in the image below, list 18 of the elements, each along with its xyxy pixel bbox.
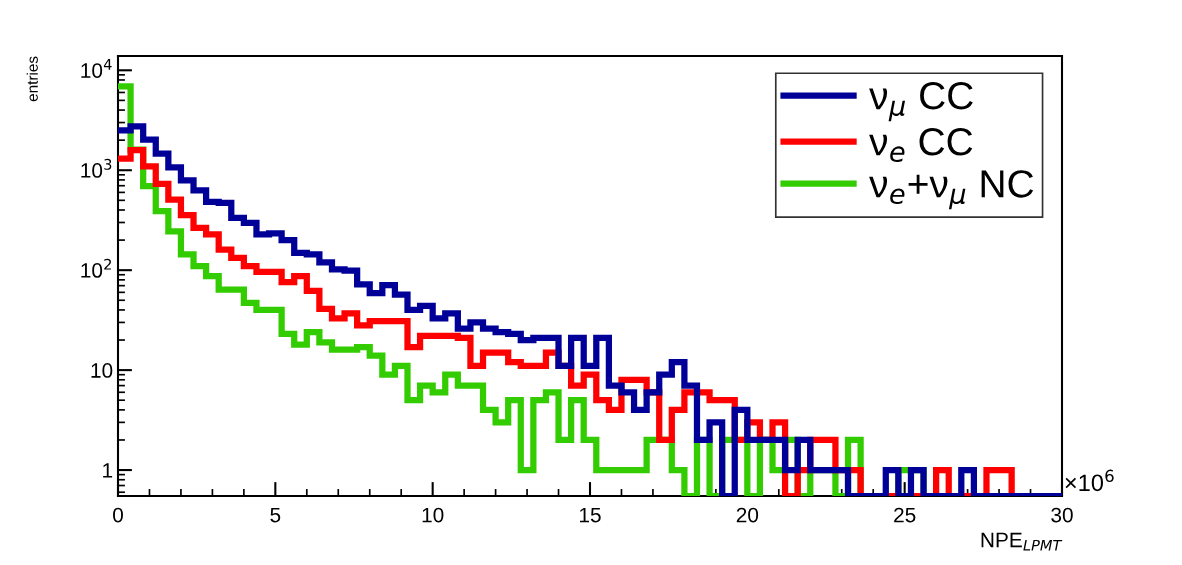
x-tick-label: 15 [580,507,601,523]
y-tick-label: 10$^{2}$ [81,258,111,278]
x-tick-label: 30 [1051,507,1073,523]
y-tick-label: 10$^{3}$ [81,158,112,178]
legend-label: ν$_{e}$+ν$_{μ}$ NC [869,170,1034,210]
legend-label: ν$_{e}$ CC [869,128,973,162]
x-tick-label: 25 [894,507,916,523]
x-tick-label: 0 [113,507,123,523]
y-tick-label: 1 [103,463,113,478]
x-tick-label: 20 [736,507,759,523]
x-tick-label: 5 [270,507,281,523]
legend-label: ν$_{μ}$ CC [869,81,973,122]
x-axis-title: NPE$_{LPMT}$ [981,532,1063,551]
text: ×10$^{6}$ [1065,469,1114,492]
y-axis-title: entries [26,56,38,102]
y-tick-label: 10$^{4}$ [81,59,112,78]
y-tick-label: 10 [91,363,113,378]
x-tick-label: 10 [422,507,444,523]
